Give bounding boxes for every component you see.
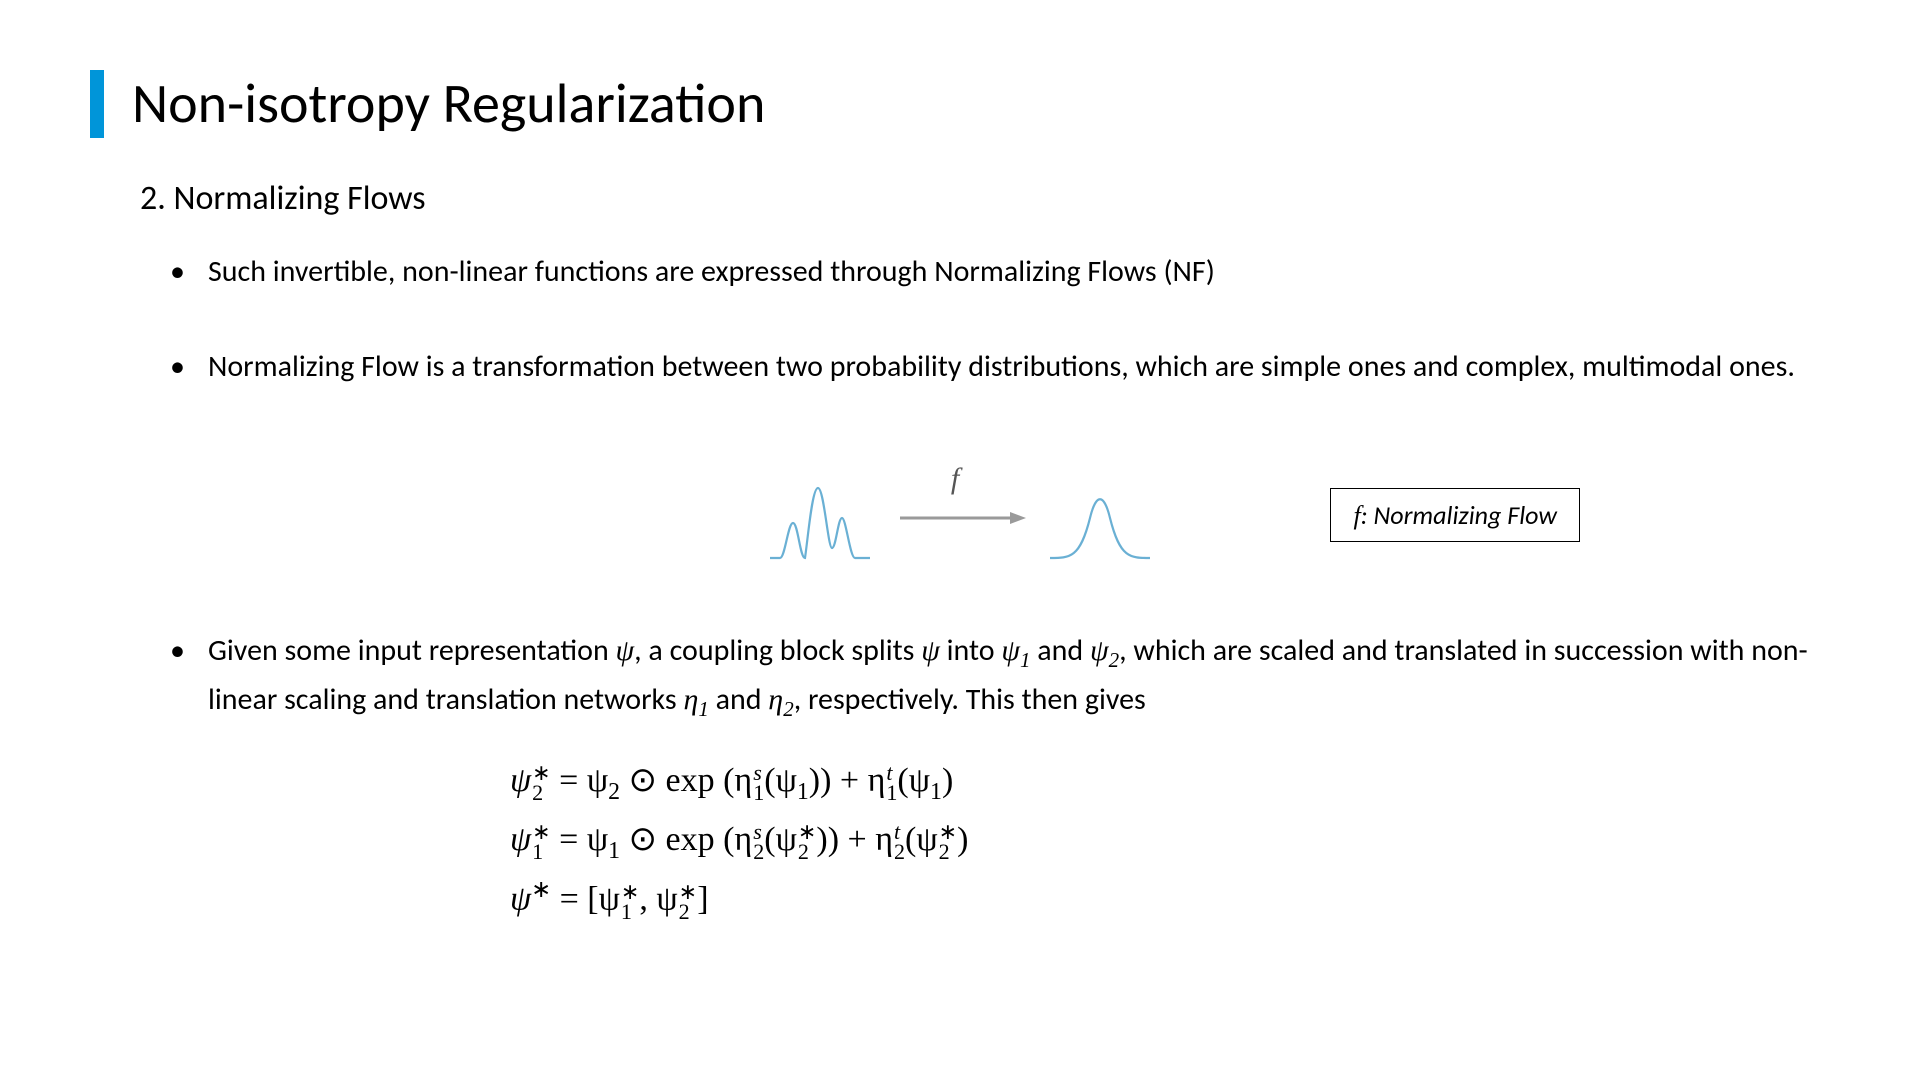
bullet-3-mid1: , a coupling block splits	[634, 632, 921, 669]
psi-sym-2: ψ	[921, 634, 940, 667]
flow-diagram: f f: Normalizing Flow	[90, 438, 1830, 598]
title-row: Non-isotropy Regularization	[90, 70, 1830, 138]
arrow-label: f	[951, 462, 963, 495]
equation-block: ψ∗2 = ψ2 ⊙ exp (ηs1(ψ1)) + ηt1(ψ1) ψ∗1 =…	[510, 753, 1830, 928]
accent-bar	[90, 70, 104, 138]
eq-line-2: ψ∗1 = ψ1 ⊙ exp (ηs2(ψ∗2)) + ηt2(ψ∗2)	[510, 812, 1830, 871]
legend-box: f: Normalizing Flow	[1330, 488, 1580, 542]
bullet-3-mid6: , respectively. This then gives	[794, 681, 1146, 718]
eq-line-1: ψ∗2 = ψ2 ⊙ exp (ηs1(ψ1)) + ηt1(ψ1)	[510, 753, 1830, 812]
slide: Non-isotropy Regularization 2. Normalizi…	[0, 0, 1920, 928]
flow-diagram-svg: f	[750, 443, 1170, 593]
bullet-1-text: Such invertible, non-linear functions ar…	[208, 253, 1215, 290]
bullet-3: Given some input representation ψ, a cou…	[160, 628, 1830, 725]
gaussian-curve	[1050, 499, 1150, 558]
bullet-3-mid5: and	[709, 681, 768, 718]
bullet-2: Normalizing Flow is a transformation bet…	[160, 344, 1830, 391]
eta2-sym: η2	[768, 683, 793, 716]
arrow-group: f	[900, 462, 1026, 524]
legend-f: f	[1353, 501, 1360, 530]
multimodal-curve	[770, 488, 870, 558]
slide-subtitle: 2. Normalizing Flows	[140, 178, 1830, 219]
bullet-list-2: Given some input representation ψ, a cou…	[160, 628, 1830, 725]
bullet-2-text: Normalizing Flow is a transformation bet…	[208, 348, 1795, 385]
eq-line-3: ψ∗ = [ψ∗1, ψ∗2]	[510, 871, 1830, 927]
slide-title: Non-isotropy Regularization	[132, 70, 765, 138]
bullet-list: Such invertible, non-linear functions ar…	[160, 249, 1830, 390]
bullet-3-mid2: into	[940, 632, 1002, 669]
psi1-sym: ψ1	[1001, 634, 1030, 667]
bullet-3-mid3: and	[1031, 632, 1090, 669]
psi2-sym: ψ2	[1090, 634, 1119, 667]
eta1-sym: η1	[683, 683, 708, 716]
bullet-3-pre: Given some input representation	[208, 632, 616, 669]
bullet-1: Such invertible, non-linear functions ar…	[160, 249, 1830, 296]
legend-text: : Normalizing Flow	[1361, 499, 1557, 531]
psi-sym: ψ	[616, 634, 635, 667]
